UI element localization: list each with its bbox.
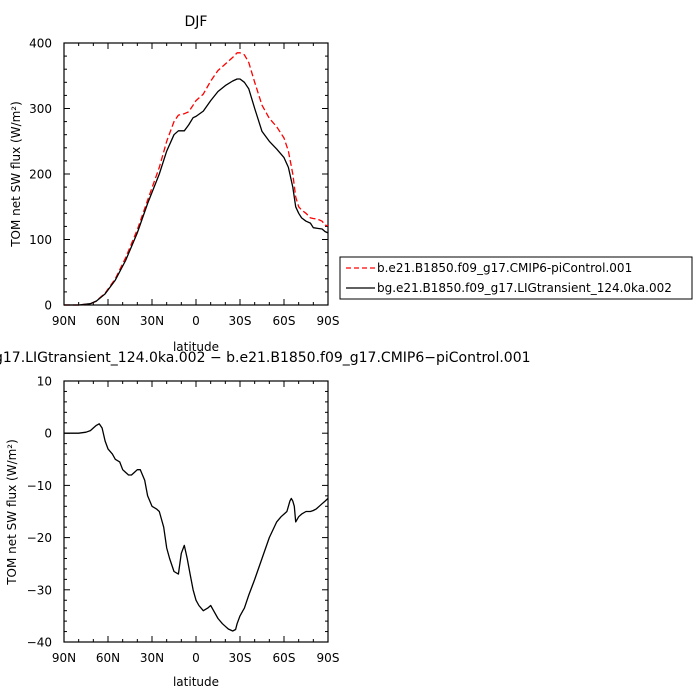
top-x-tick-label: 60S	[273, 314, 296, 328]
legend-box	[339, 256, 693, 300]
top-x-tick-label: 30S	[229, 314, 252, 328]
top-y-tick-label: 100	[29, 233, 52, 247]
top-x-tick-label: 60N	[96, 314, 120, 328]
top-chart-title: DJF	[185, 14, 208, 30]
top-y-tick-label: 400	[29, 37, 52, 51]
top-plot-frame	[63, 42, 329, 306]
top-x-tick-label: 90N	[52, 314, 76, 328]
bottom-x-tick-label: 0	[192, 651, 200, 665]
bottom-x-tick-label: 60N	[96, 651, 120, 665]
legend-label-LIGtransient: bg.e21.B1850.f09_g17.LIGtransient_124.0k…	[377, 281, 672, 295]
bottom-chart-ylabel: TOM net SW flux (W/m²)	[5, 439, 19, 586]
bottom-plot-frame	[63, 380, 329, 643]
bottom-y-tick-label: −30	[27, 583, 52, 597]
bottom-y-tick-label: −20	[27, 531, 52, 545]
top-chart: DJF 90N 60N 30N 0 30S 60S 90S 0 100 200 300 400 lat…	[9, 14, 339, 354]
bottom-chart-title: bg.e21.B1850.f09_g17.LIGtransient_124.0k…	[0, 350, 531, 366]
bottom-y-tick-label: −10	[27, 479, 52, 493]
legend: b.e21.B1850.f09_g17.CMIP6-piControl.001 …	[339, 256, 693, 300]
bottom-y-tick-label: −40	[27, 636, 52, 650]
legend-label-piControl: b.e21.B1850.f09_g17.CMIP6-piControl.001	[377, 261, 632, 275]
top-y-tick-label: 200	[29, 168, 52, 182]
bottom-series-line-1	[64, 423, 329, 632]
bottom-x-tick-label: 30N	[140, 651, 164, 665]
top-x-tick-label: 30N	[140, 314, 164, 328]
bottom-x-tick-label: 60S	[273, 651, 296, 665]
top-x-tick-label: 90S	[317, 314, 340, 328]
bottom-x-tick-label: 30S	[229, 651, 252, 665]
top-y-tick-label: 300	[29, 102, 52, 116]
bottom-chart: bg.e21.B1850.f09_g17.LIGtransient_124.0k…	[0, 350, 531, 689]
top-x-tick-label: 0	[192, 314, 200, 328]
top-series-line-2	[64, 78, 329, 306]
top-chart-ylabel: TOM net SW flux (W/m²)	[9, 101, 23, 248]
top-y-tick-label: 0	[44, 299, 52, 313]
bottom-chart-xlabel: latitude	[173, 675, 219, 689]
bottom-y-tick-label: 0	[44, 427, 52, 441]
bottom-x-tick-label: 90S	[317, 651, 340, 665]
top-chart-xlabel: latitude	[173, 340, 219, 354]
top-series-line-1	[64, 52, 329, 306]
bottom-y-tick-label: 10	[37, 375, 52, 389]
bottom-x-tick-label: 90N	[52, 651, 76, 665]
